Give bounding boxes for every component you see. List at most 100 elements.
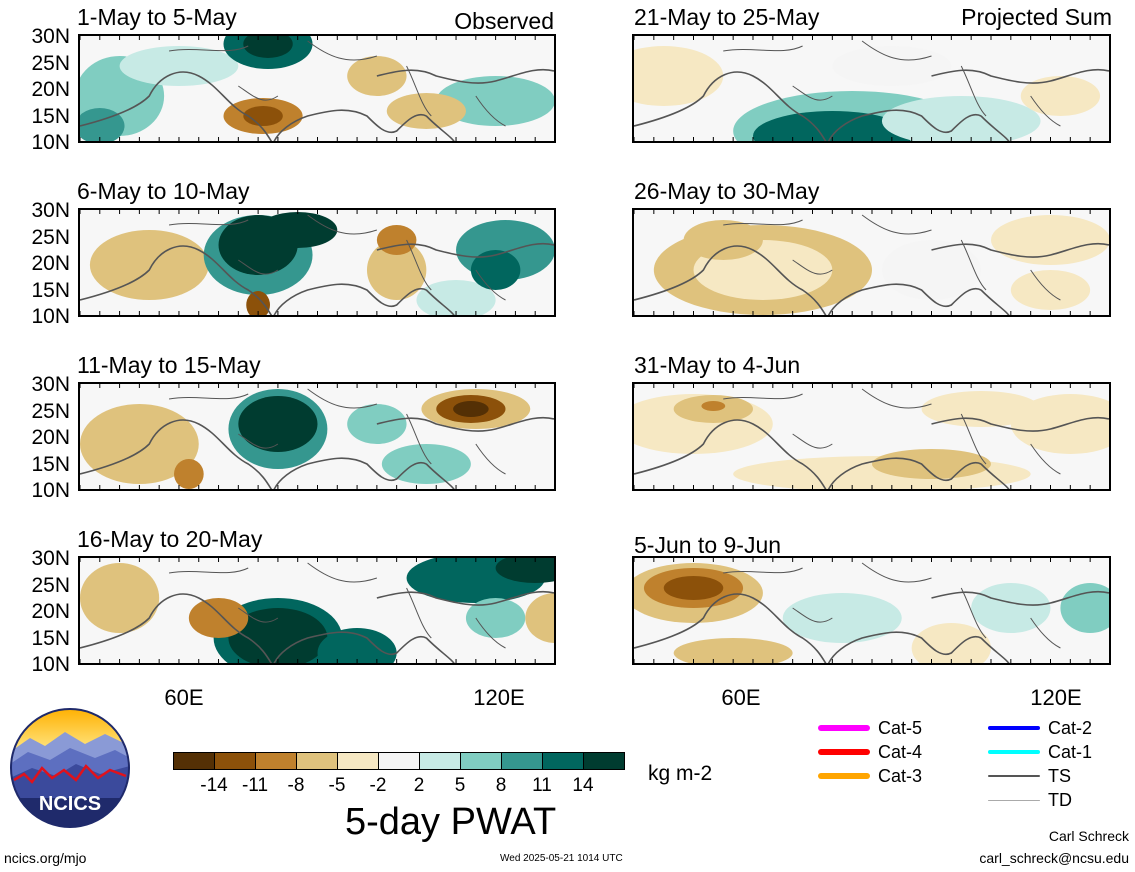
legend-label: TD [1048,790,1072,810]
country-border [168,214,506,301]
projected-sum-label: Projected Sum [961,4,1112,30]
y-tick-label: 10N [31,653,70,676]
anomaly-contour [1020,76,1101,116]
colorbar-swatch [255,752,297,770]
y-tick-label: 25N [31,573,70,597]
panel-title: 16-May to 20-May [77,526,263,552]
anomaly-contour [753,111,912,141]
panel-title: 1-May to 5-May [77,4,237,30]
y-tick-label: 10N [31,479,70,502]
legend-line-swatch [988,750,1040,754]
anomaly-map [80,210,554,315]
anomaly-contour [416,280,496,315]
colorbar-swatch [542,752,584,770]
site-url: ncics.org/mjo [4,850,87,866]
anomaly-contour [1010,394,1109,454]
panel-title: 5-Jun to 9-Jun [634,532,782,558]
anomaly-contour [376,225,417,255]
anomaly-contour [453,401,489,417]
legend-label: Cat-3 [878,766,923,786]
coastline [80,416,554,489]
anomaly-contour [228,608,328,663]
colorbar-swatch [460,752,502,770]
observed-label: Observed [454,8,554,34]
coastline [634,68,1109,141]
country-border [168,40,506,127]
anomaly-contour [634,46,724,106]
anomaly-contour [465,598,526,638]
legend-label: TS [1048,766,1072,786]
coastline [80,68,554,141]
country-border [168,562,506,649]
figure-title: 5-day PWAT [345,801,557,843]
colorbar-label: -8 [287,775,305,796]
legend-label: Cat-5 [878,718,923,738]
ncics-logo: NCICS [10,708,130,828]
y-tick-label: 25N [31,51,70,75]
panel-title: 26-May to 30-May [634,178,820,204]
y-tick-label: 25N [31,399,70,423]
anomaly-contour [871,449,991,479]
y-tick-label: 20N [31,426,70,449]
country-border [168,388,506,475]
author-email: carl_schreck@ncsu.edu [979,850,1129,866]
colorbar-label: 2 [413,775,425,796]
map-panel-6 [632,208,1111,317]
colorbar-swatch [214,752,256,770]
colorbar-label: 5 [454,775,466,796]
y-tick-label: 30N [31,199,70,222]
coastline [80,242,554,315]
timestamp: Wed 2025-05-21 1014 UTC [500,853,623,864]
anomaly-contour [243,106,283,126]
y-tick-label: 15N [31,452,70,476]
anomaly-contour [89,230,209,300]
country-border [723,214,1061,301]
logo-text: NCICS [39,793,101,815]
anomaly-map [634,36,1109,141]
anomaly-contour [673,638,793,663]
colorbar-label: 8 [495,775,507,796]
anomaly-contour [238,396,318,452]
legend-label: Cat-2 [1048,718,1093,738]
coastline [634,590,1109,663]
coastline [634,416,1109,489]
y-tick-label: 10N [31,305,70,328]
y-tick-label: 25N [31,225,70,249]
anomaly-contour [782,593,902,643]
colorbar-swatch [501,752,543,770]
anomaly-contour [119,46,239,86]
country-border [723,388,1061,475]
y-tick-label: 30N [31,373,70,396]
coastline [80,590,554,663]
colorbar-label: 14 [572,775,594,796]
anomaly-contour [436,76,554,126]
anomaly-map [634,558,1109,663]
panel-title: 11-May to 15-May [77,352,261,378]
anomaly-contour [921,391,1041,427]
x-tick-label: 120E [473,685,525,710]
coastline [634,242,1109,315]
logo-graphic: NCICS [10,708,130,828]
anomaly-map [634,384,1109,489]
y-tick-label: 20N [31,78,70,101]
country-border [723,40,1061,127]
legend-label: Cat-1 [1048,742,1093,762]
anomaly-map [80,36,554,141]
anomaly-map [80,558,554,663]
anomaly-contour [80,563,160,633]
anomaly-contour [243,36,293,58]
legend-line-swatch [818,749,870,755]
country-border [723,562,1061,649]
map-panel-2 [78,208,556,317]
colorbar-units: kg m-2 [648,762,713,785]
legend-label: Cat-4 [878,742,923,762]
anomaly-contour [246,291,270,315]
anomaly-contour [701,401,726,411]
colorbar-swatch [337,752,379,770]
anomaly-contour [881,96,1041,141]
colorbar-swatch [296,752,338,770]
legend-line-swatch [988,799,1040,801]
anomaly-contour [317,628,397,663]
anomaly-map [80,384,554,489]
colorbar-label: -14 [200,775,228,796]
